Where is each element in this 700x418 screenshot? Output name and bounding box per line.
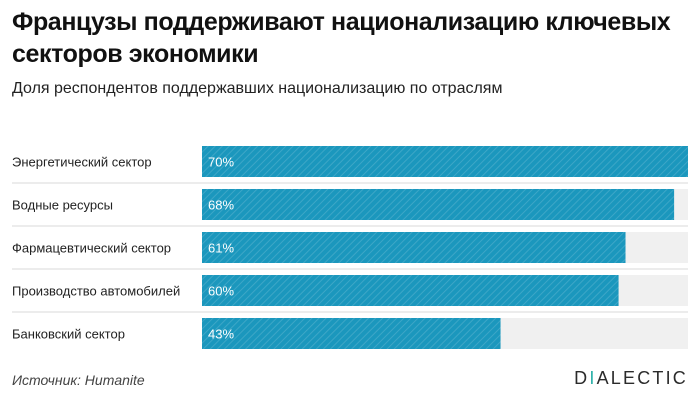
- chart-subtitle: Доля респондентов поддержавших национали…: [12, 80, 503, 97]
- category-label: Фармацевтический сектор: [12, 241, 171, 256]
- category-label: Энергетический сектор: [12, 155, 152, 170]
- chart-title: Французы поддерживают национализацию клю…: [12, 8, 671, 68]
- value-label: 43%: [208, 327, 234, 342]
- category-label: Водные ресурсы: [12, 198, 113, 213]
- bar-hatch: [202, 146, 688, 177]
- logo-text-accent: I: [589, 368, 597, 388]
- dialectic-logo: DIALECTIC: [574, 368, 688, 389]
- bar-hatch: [202, 275, 619, 306]
- logo-text-rest: ALECTIC: [596, 368, 688, 388]
- value-label: 61%: [208, 241, 234, 256]
- category-label: Производство автомобилей: [12, 284, 180, 299]
- category-label: Банковский сектор: [12, 327, 125, 342]
- bar-hatch: [202, 318, 501, 349]
- value-label: 70%: [208, 155, 234, 170]
- value-label: 60%: [208, 284, 234, 299]
- value-label: 68%: [208, 198, 234, 213]
- bar-hatch: [202, 232, 626, 263]
- bar-hatch: [202, 189, 675, 220]
- logo-text-first: D: [574, 368, 590, 388]
- source-note: Источник: Humanite: [12, 372, 145, 388]
